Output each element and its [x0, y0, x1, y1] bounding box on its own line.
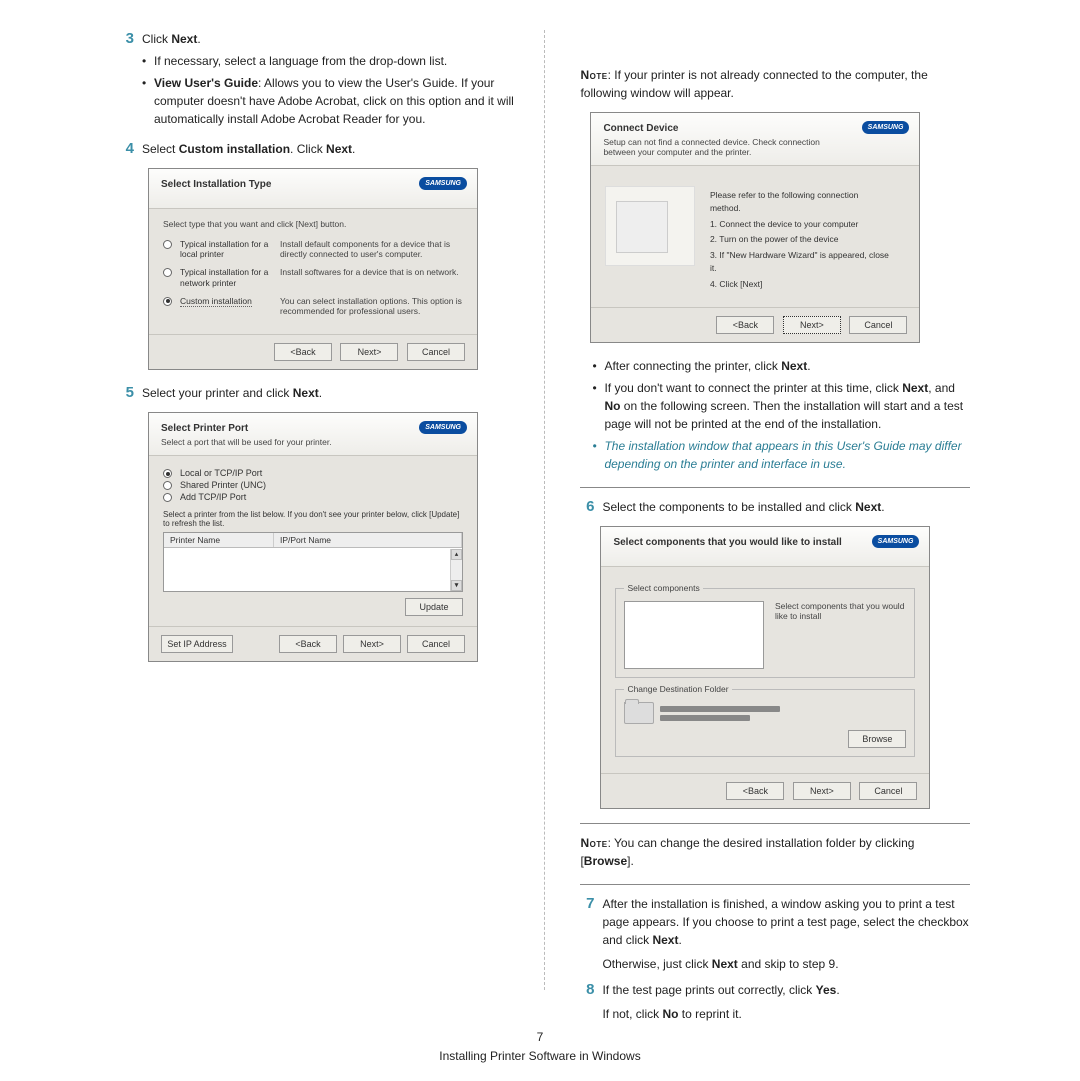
printer-list[interactable]: Printer NameIP/Port Name ▴▾ [163, 532, 463, 592]
note: Note: If your printer is not already con… [580, 66, 970, 102]
step-3: 3 Click Next. If necessary, select a lan… [120, 30, 519, 132]
radio[interactable] [163, 268, 172, 277]
bullet-italic: The installation window that appears in … [592, 437, 970, 473]
bullet: If necessary, select a language from the… [142, 52, 519, 70]
radio[interactable] [163, 481, 172, 490]
rule [580, 884, 970, 885]
browse-button[interactable]: Browse [848, 730, 906, 748]
samsung-logo: SAMSUNG [872, 535, 920, 548]
step-5: 5 Select your printer and click Next. [120, 384, 519, 402]
step-8: 8 If the test page prints out correctly,… [580, 981, 970, 1023]
dialog-install-type: × Select Installation Type SAMSUNG Selec… [148, 168, 478, 370]
connection-illustration [605, 186, 695, 266]
page-footer: 7 Installing Printer Software in Windows [0, 1028, 1080, 1066]
bullet: View User's Guide: Allows you to view th… [142, 74, 519, 128]
radio[interactable] [163, 297, 172, 306]
samsung-logo: SAMSUNG [419, 177, 467, 190]
step-7: 7 After the installation is finished, a … [580, 895, 970, 973]
samsung-logo: SAMSUNG [862, 121, 910, 134]
cancel-button[interactable]: Cancel [407, 343, 465, 361]
back-button[interactable]: <Back [279, 635, 337, 653]
dialog-select-components: × Select components that you would like … [600, 526, 930, 809]
back-button[interactable]: <Back [274, 343, 332, 361]
radio[interactable] [163, 240, 172, 249]
bullet: If you don't want to connect the printer… [592, 379, 970, 433]
next-button[interactable]: Next> [340, 343, 398, 361]
step-6: 6 Select the components to be installed … [580, 498, 970, 516]
dialog-connect-device: × Connect Device Setup can not find a co… [590, 112, 920, 343]
column-divider [544, 30, 545, 990]
set-ip-button[interactable]: Set IP Address [161, 635, 233, 653]
step-4: 4 Select Custom installation. Click Next… [120, 140, 519, 158]
back-button[interactable]: <Back [716, 316, 774, 334]
radio[interactable] [163, 493, 172, 502]
rule [580, 823, 970, 824]
next-button[interactable]: Next> [783, 316, 841, 334]
bullet: After connecting the printer, click Next… [592, 357, 970, 375]
component-list[interactable] [624, 601, 764, 669]
back-button[interactable]: <Back [726, 782, 784, 800]
radio[interactable] [163, 469, 172, 478]
update-button[interactable]: Update [405, 598, 463, 616]
next-button[interactable]: Next> [793, 782, 851, 800]
next-button[interactable]: Next> [343, 635, 401, 653]
rule [580, 487, 970, 488]
cancel-button[interactable]: Cancel [849, 316, 907, 334]
dialog-printer-port: × Select Printer Port Select a port that… [148, 412, 478, 662]
folder-icon [624, 702, 654, 724]
samsung-logo: SAMSUNG [419, 421, 467, 434]
cancel-button[interactable]: Cancel [859, 782, 917, 800]
right-column: Note: If your printer is not already con… [550, 30, 970, 1031]
left-column: 3 Click Next. If necessary, select a lan… [120, 30, 539, 1031]
note: Note: You can change the desired install… [580, 834, 970, 870]
cancel-button[interactable]: Cancel [407, 635, 465, 653]
